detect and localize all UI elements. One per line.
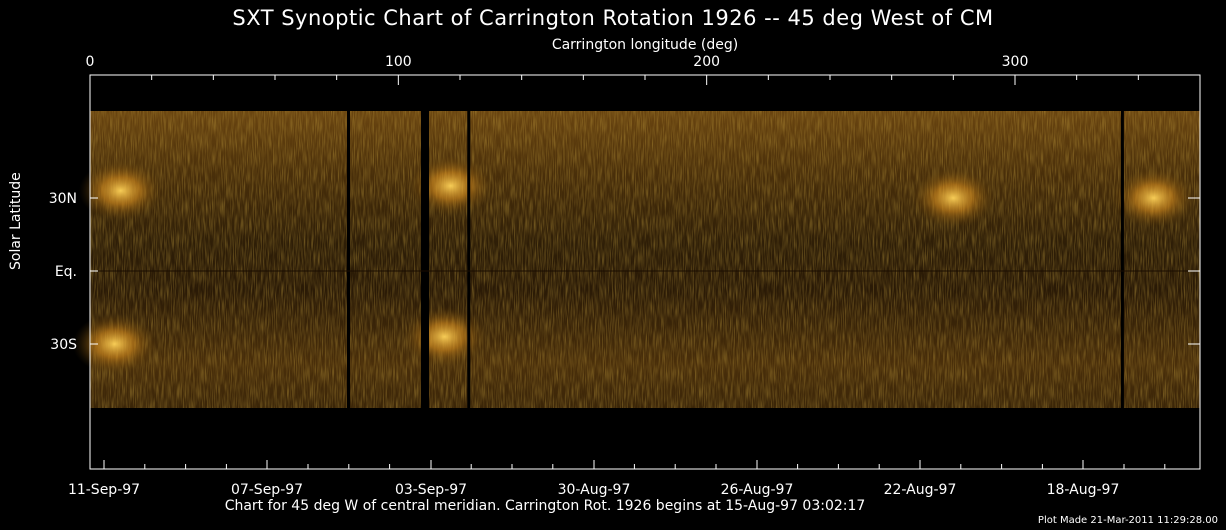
bright-region-3 xyxy=(402,306,487,367)
top-axis-label: Carrington longitude (deg) xyxy=(551,37,739,53)
heatmap-image xyxy=(72,111,1200,408)
data-gap-2 xyxy=(467,111,471,408)
top-tick-label: 0 xyxy=(86,54,95,70)
chart-title: SXT Synoptic Chart of Carrington Rotatio… xyxy=(232,6,994,30)
date-tick-label: 30-Aug-97 xyxy=(558,482,631,498)
y-tick-label: 30S xyxy=(50,337,77,353)
date-tick-label: 03-Sep-97 xyxy=(395,482,467,498)
plot-timestamp: Plot Made 21-Mar-2011 11:29:28.00 xyxy=(1037,515,1218,526)
chart-caption: Chart for 45 deg W of central meridian. … xyxy=(224,498,866,514)
data-gap-1 xyxy=(421,111,429,408)
bright-region-4 xyxy=(911,168,996,228)
date-tick-label: 18-Aug-97 xyxy=(1047,482,1120,498)
y-tick-label: 30N xyxy=(49,191,77,207)
top-tick-label: 100 xyxy=(385,54,412,70)
date-tick-label: 07-Sep-97 xyxy=(231,482,303,498)
bright-region-1 xyxy=(72,314,157,374)
texture-overlay xyxy=(90,111,1200,408)
bright-region-0 xyxy=(78,160,163,221)
bright-region-2 xyxy=(408,155,493,216)
date-tick-label: 26-Aug-97 xyxy=(721,482,794,498)
data-gap-3 xyxy=(1120,111,1124,408)
bright-region-5 xyxy=(1111,168,1196,228)
data-gap-0 xyxy=(347,111,350,408)
date-tick-label: 22-Aug-97 xyxy=(884,482,957,498)
top-tick-label: 300 xyxy=(1002,54,1029,70)
date-tick-label: 11-Sep-97 xyxy=(68,482,140,498)
axes: 0 100 200 300 30N Eq. 30S 11-Sep-97 07-Sep-97 03-… xyxy=(49,54,1201,498)
y-tick-label: Eq. xyxy=(55,264,77,280)
data-gaps xyxy=(347,111,1124,408)
top-tick-label: 200 xyxy=(693,54,720,70)
